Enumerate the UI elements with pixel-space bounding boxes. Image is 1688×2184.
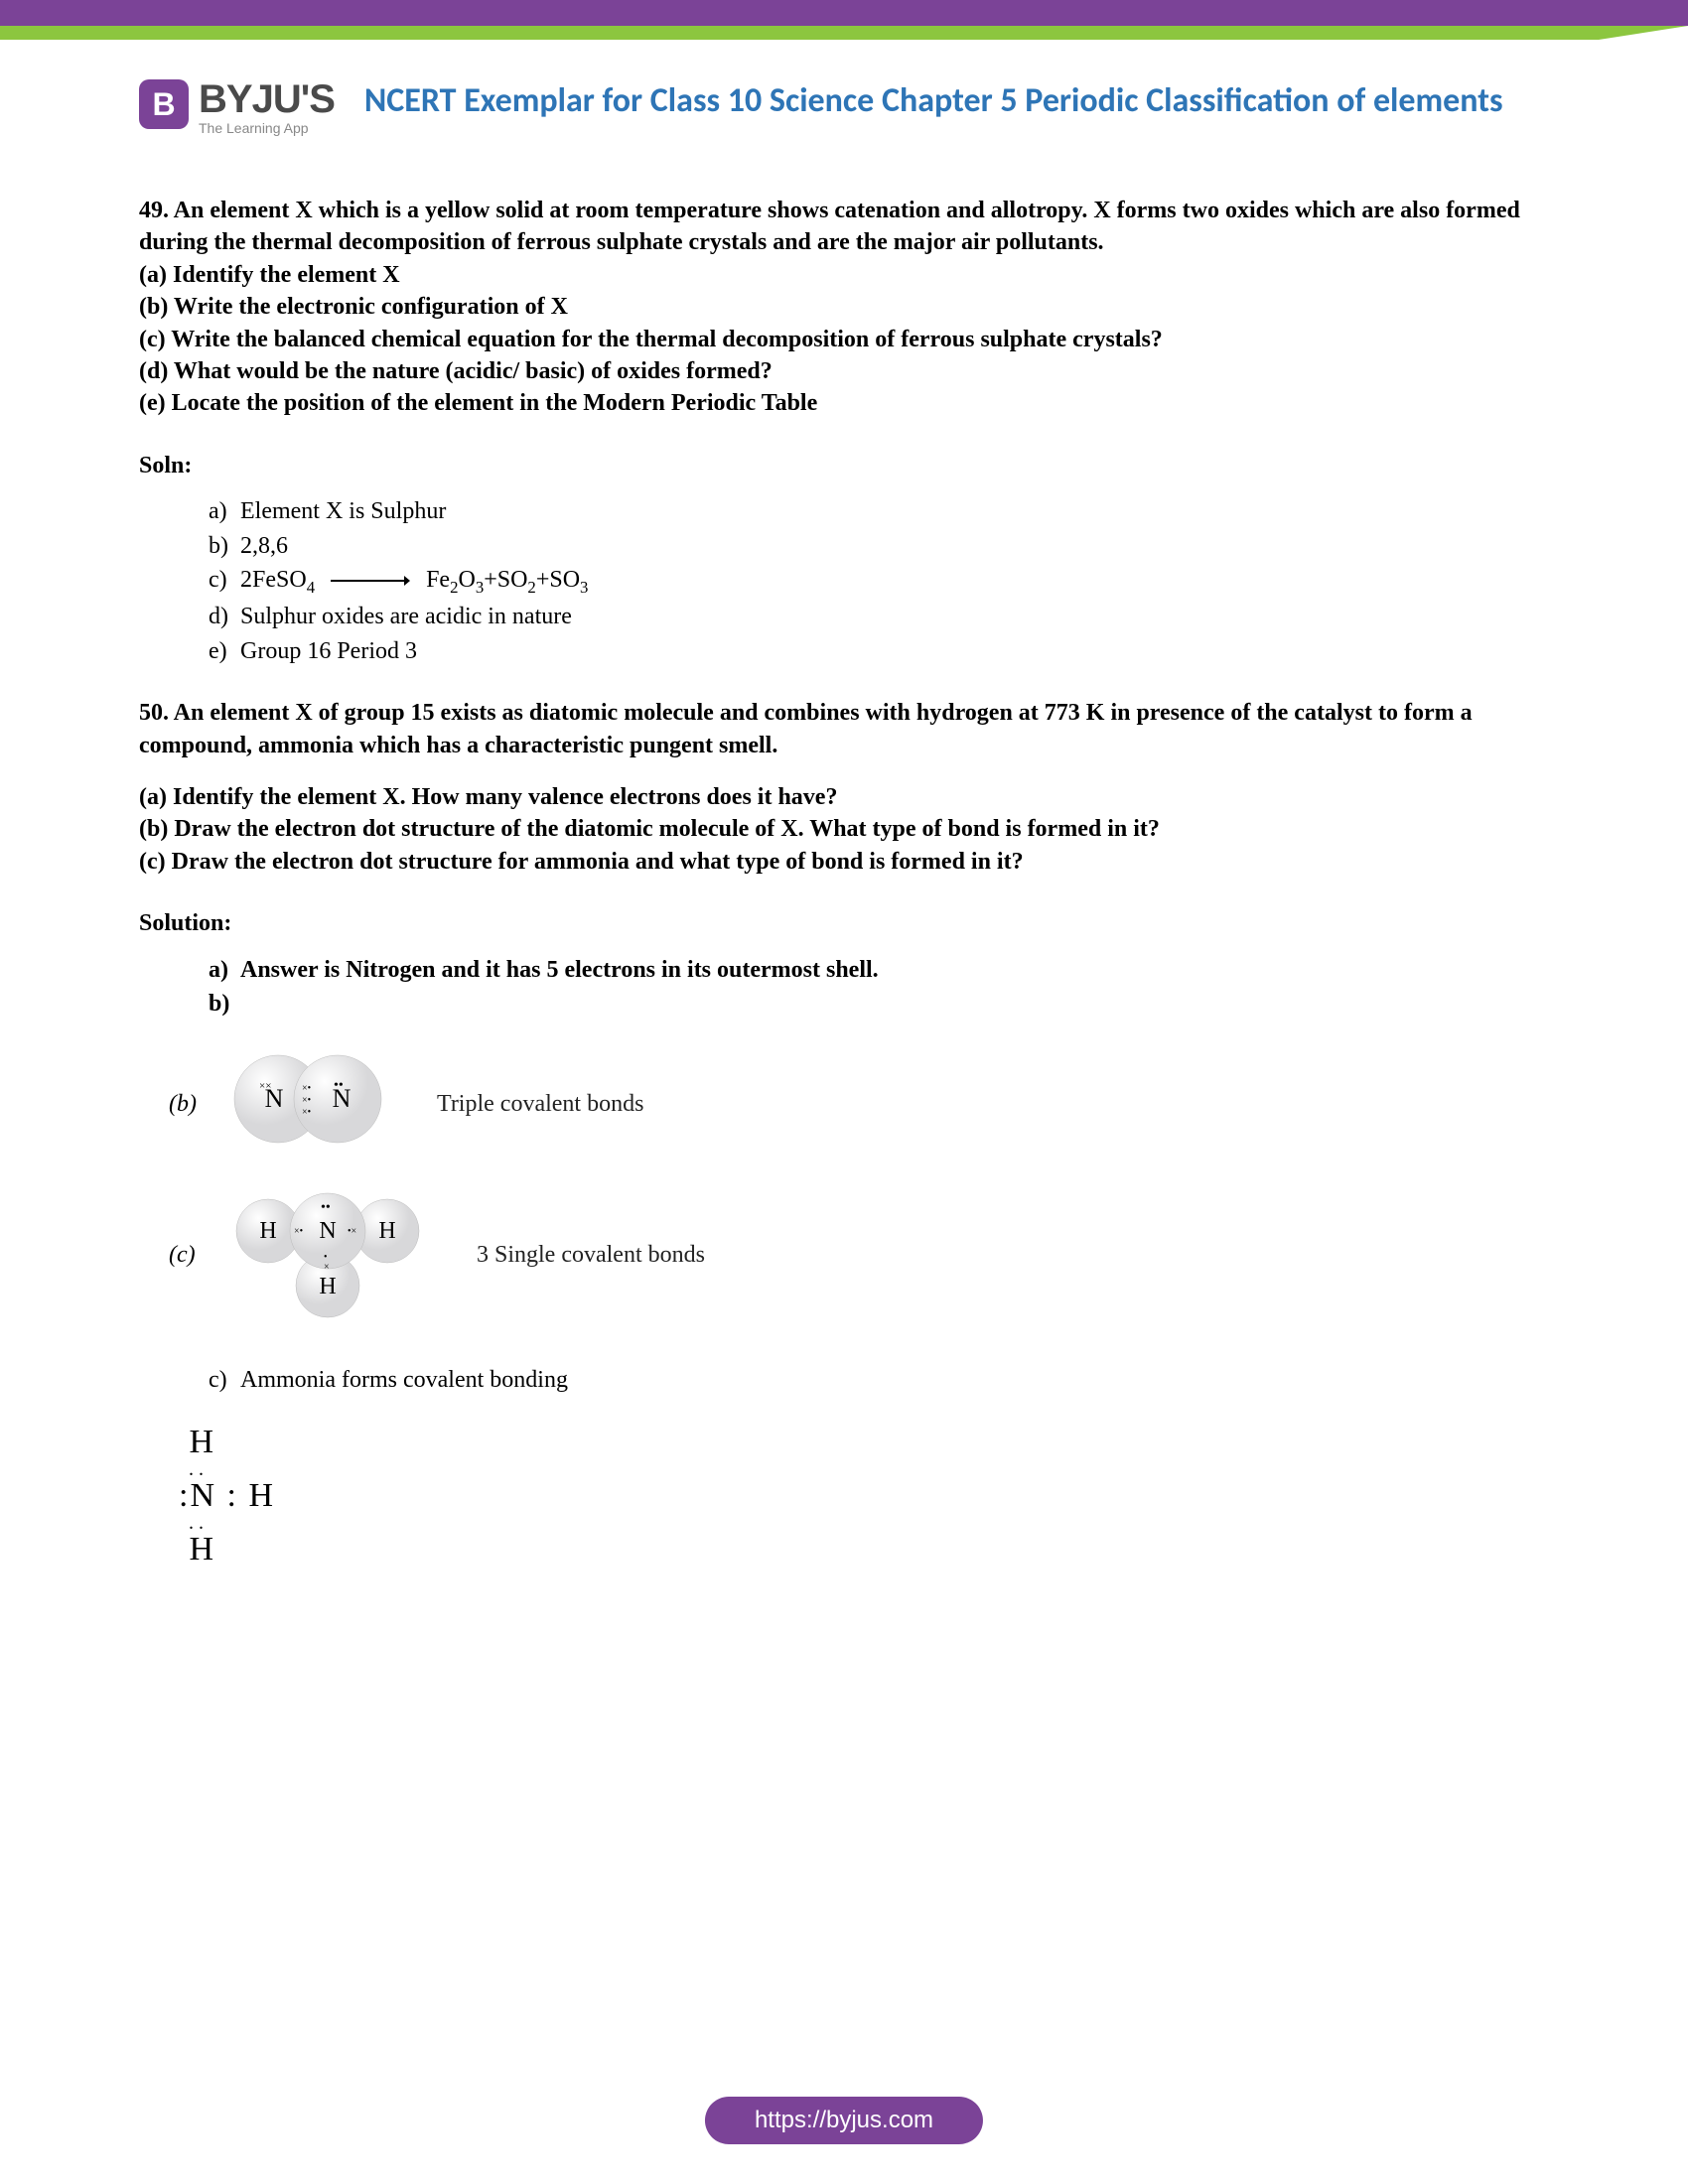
svg-text:H: H xyxy=(319,1274,336,1299)
svg-text:••: •• xyxy=(334,1078,344,1093)
q49-ans-e: Group 16 Period 3 xyxy=(240,638,417,664)
footer-url: https://byjus.com xyxy=(705,2097,983,2144)
q50-part-a: (a) Identify the element X. How many val… xyxy=(139,781,1549,813)
q49-part-b: (b) Write the electronic configuration o… xyxy=(139,291,1549,323)
q49-question: 49. An element X which is a yellow solid… xyxy=(139,195,1549,420)
brand-name: BYJU'S xyxy=(199,79,335,119)
diagram-b-caption: Triple covalent bonds xyxy=(437,1088,643,1120)
q50-question: 50. An element X of group 15 exists as d… xyxy=(139,697,1549,878)
q49-ans-a: Element X is Sulphur xyxy=(240,498,446,524)
svg-text:×•: ×• xyxy=(294,1226,303,1237)
svg-text:×•: ×• xyxy=(302,1107,311,1118)
diagram-c-caption: 3 Single covalent bonds xyxy=(477,1239,705,1271)
ammonia-lewis-structure: H . . :N : H . . H xyxy=(179,1426,1549,1567)
q50-part-c: (c) Draw the electron dot structure for … xyxy=(139,846,1549,878)
brand-logo: B BYJU'S The Learning App xyxy=(139,79,335,135)
green-accent-bar xyxy=(0,26,1688,40)
q49-part-e: (e) Locate the position of the element i… xyxy=(139,387,1549,419)
q50-ans-c: Ammonia forms covalent bonding xyxy=(240,1367,568,1393)
q49-soln-label: Soln: xyxy=(139,450,1549,481)
svg-text:H: H xyxy=(259,1218,276,1244)
n2-dot-structure-icon: N N ×× •• ×• ×• ×• xyxy=(218,1049,397,1158)
q49-ans-c: 2FeSO4 Fe2O3+SO2+SO3 xyxy=(240,567,588,593)
q50-stem: 50. An element X of group 15 exists as d… xyxy=(139,697,1549,761)
q49-part-d: (d) What would be the nature (acidic/ ba… xyxy=(139,355,1549,387)
q50-ans-a: Answer is Nitrogen and it has 5 electron… xyxy=(240,957,879,983)
page-title: NCERT Exemplar for Class 10 Science Chap… xyxy=(364,79,1549,123)
q49-ans-b: 2,8,6 xyxy=(240,533,288,559)
diagram-label-c: (c) xyxy=(169,1239,218,1271)
diagram-label-b: (b) xyxy=(169,1088,218,1120)
page-header: B BYJU'S The Learning App NCERT Exemplar… xyxy=(0,40,1688,135)
q50-diagrams: (b) N N ×× •• ×• ×• ×• Triple coval xyxy=(169,1049,1549,1334)
svg-text:×: × xyxy=(324,1262,330,1273)
reaction-arrow-icon xyxy=(331,565,410,597)
document-body: 49. An element X which is a yellow solid… xyxy=(0,135,1688,1567)
q49-answers: a)Element X is Sulphur b)2,8,6 c)2FeSO4 … xyxy=(139,495,1549,667)
svg-text:H: H xyxy=(378,1218,395,1244)
svg-text:N: N xyxy=(319,1218,336,1244)
q49-part-c: (c) Write the balanced chemical equation… xyxy=(139,324,1549,355)
svg-text:•×: •× xyxy=(348,1226,356,1237)
svg-text:×•: ×• xyxy=(302,1083,311,1094)
brand-tagline: The Learning App xyxy=(199,121,335,135)
q49-ans-d: Sulphur oxides are acidic in nature xyxy=(240,604,572,629)
svg-text:×•: ×• xyxy=(302,1095,311,1106)
q49-part-a: (a) Identify the element X xyxy=(139,259,1549,291)
logo-icon: B xyxy=(139,79,189,129)
q50-part-b: (b) Draw the electron dot structure of t… xyxy=(139,813,1549,845)
nh3-dot-structure-icon: H H H N •• ×• •× • × xyxy=(218,1176,437,1334)
q50-answers-top: a)Answer is Nitrogen and it has 5 electr… xyxy=(139,954,1549,1021)
q49-stem: 49. An element X which is a yellow solid… xyxy=(139,195,1549,259)
q50-answers-bottom: c)Ammonia forms covalent bonding xyxy=(139,1364,1549,1396)
svg-text:××: ×× xyxy=(259,1080,271,1092)
top-purple-bar xyxy=(0,0,1688,26)
svg-text:••: •• xyxy=(321,1200,331,1215)
q50-soln-label: Solution: xyxy=(139,907,1549,939)
